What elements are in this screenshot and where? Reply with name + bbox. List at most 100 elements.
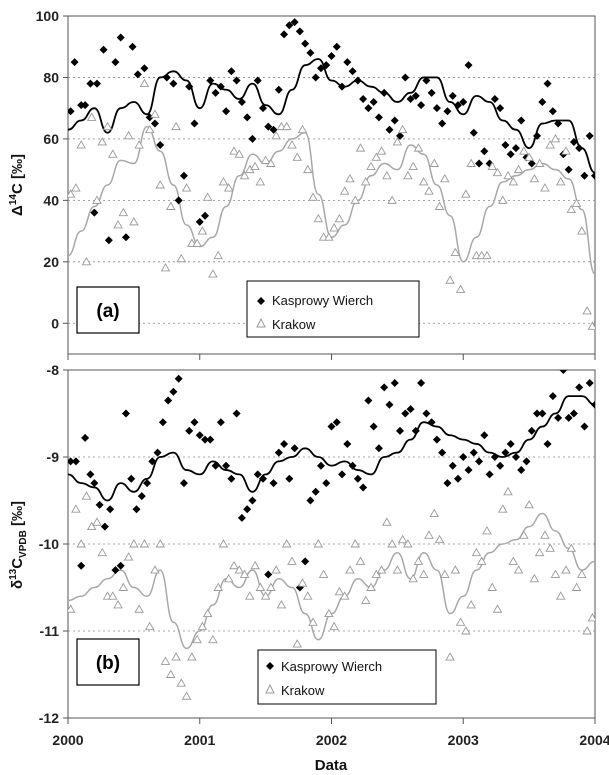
krakow-point	[292, 639, 303, 648]
kasprowy-point	[517, 466, 526, 475]
panel-a-y-ticks: 0 20 40 60 80 100	[36, 8, 68, 331]
krakow-point	[382, 517, 392, 526]
kasprowy-point	[438, 448, 447, 457]
krakow-point	[160, 263, 171, 272]
kasprowy-point	[128, 42, 137, 51]
kasprowy-point	[359, 483, 368, 492]
krakow-point	[287, 140, 297, 149]
krakow-point	[571, 582, 582, 591]
krakow-point	[434, 201, 445, 210]
kasprowy-point	[150, 119, 159, 128]
krakow-point	[150, 565, 160, 574]
krakow-point	[123, 552, 134, 561]
kasprowy-point	[269, 125, 278, 134]
krakow-point	[271, 565, 281, 574]
kasprowy-point	[71, 457, 80, 466]
kasprowy-point	[453, 101, 462, 110]
kasprowy-point	[216, 418, 225, 427]
krakow-point	[202, 192, 213, 201]
krakow-point	[424, 186, 434, 195]
kasprowy-point	[132, 505, 141, 514]
panel-a: 0 20 40 60 80 100 Δ14C [‰] (a) Kasprowy Wierc…	[8, 8, 596, 355]
kasprowy-point	[496, 461, 505, 470]
kasprowy-point	[490, 94, 499, 103]
krakow-point	[519, 530, 529, 539]
krakow-point	[434, 534, 445, 544]
krakow-point	[571, 198, 582, 207]
krakow-point	[424, 530, 434, 539]
krakow-point	[239, 170, 250, 180]
kasprowy-point	[322, 61, 331, 70]
panel-a-label-box: (a)	[76, 286, 140, 334]
krakow-point	[297, 578, 308, 587]
kasprowy-point	[253, 76, 262, 85]
krakow-point	[566, 543, 577, 552]
kasprowy-point	[195, 431, 204, 440]
kasprowy-point	[443, 479, 452, 488]
krakow-point	[297, 124, 308, 134]
kasprowy-point	[201, 435, 210, 444]
krakow-point	[492, 604, 503, 613]
krakow-point	[134, 604, 144, 613]
kasprowy-point	[111, 58, 120, 67]
krakow-point	[139, 539, 150, 548]
krakow-point	[334, 586, 345, 596]
y-tick-label: 80	[43, 69, 59, 85]
kasprowy-point	[216, 82, 225, 91]
krakow-point	[108, 591, 118, 600]
kasprowy-point	[527, 426, 536, 435]
kasprowy-point	[316, 461, 325, 470]
krakow-point	[234, 565, 245, 574]
krakow-point	[144, 124, 155, 134]
krakow-point	[308, 617, 318, 626]
krakow-point	[503, 170, 513, 180]
krakow-point	[413, 556, 424, 565]
krakow-point	[440, 173, 450, 183]
y-tick-label: 40	[43, 192, 59, 208]
kasprowy-point	[227, 474, 236, 483]
kasprowy-point	[522, 457, 531, 466]
krakow-point	[123, 130, 134, 140]
krakow-point	[303, 591, 313, 600]
y-tick-label: 100	[36, 8, 60, 24]
krakow-point	[150, 109, 160, 118]
krakow-point	[197, 621, 208, 631]
legend-b-diamond-marker	[266, 662, 274, 670]
kasprowy-point	[237, 513, 246, 522]
kasprowy-point	[243, 113, 252, 122]
krakow-point	[118, 582, 129, 591]
kasprowy-point	[406, 94, 415, 103]
kasprowy-point	[211, 461, 220, 470]
krakow-point	[292, 152, 303, 161]
kasprowy-point	[227, 67, 236, 76]
kasprowy-point	[554, 119, 563, 128]
krakow-point	[555, 177, 566, 186]
krakow-point	[339, 186, 350, 195]
krakow-point	[524, 152, 534, 161]
krakow-point	[487, 161, 498, 171]
krakow-point	[508, 177, 519, 186]
kasprowy-point	[580, 422, 589, 431]
krakow-point	[482, 250, 492, 260]
krakow-point	[218, 539, 229, 548]
legend-b-triangle-marker	[265, 683, 275, 694]
y-tick-label: -8	[47, 362, 60, 378]
krakow-point	[165, 669, 176, 678]
krakow-point	[223, 183, 234, 192]
kasprowy-point	[527, 159, 536, 168]
krakow-point	[181, 691, 192, 700]
krakow-point	[329, 621, 339, 631]
kasprowy-point	[327, 422, 336, 431]
krakow-point	[529, 173, 540, 183]
krakow-point	[260, 591, 271, 600]
kasprowy-point	[116, 33, 125, 42]
kasprowy-point	[306, 496, 315, 505]
krakow-point	[255, 177, 266, 186]
krakow-point	[392, 565, 403, 574]
kasprowy-point	[169, 79, 178, 88]
kasprowy-point	[258, 104, 267, 113]
panel-b-legend: Kasprowy Wierch Krakow	[257, 649, 437, 705]
kasprowy-point	[448, 461, 457, 470]
krakow-point	[213, 250, 223, 260]
